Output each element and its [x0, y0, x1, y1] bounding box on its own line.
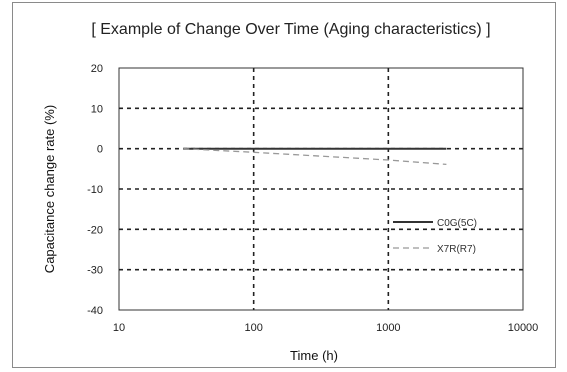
- x-tick-label: 10000: [508, 322, 539, 334]
- y-axis-label: Capacitance change rate (%): [42, 105, 57, 273]
- y-tick-label: -10: [87, 184, 103, 196]
- x-tick-label: 100: [244, 322, 262, 334]
- x-tick-label: 1000: [376, 322, 400, 334]
- y-tick-label: -30: [87, 265, 103, 277]
- x-axis-ticks: 10 100 1000 10000: [113, 322, 538, 334]
- legend-label: C0G(5C): [437, 218, 477, 229]
- y-tick-label: 10: [91, 103, 103, 115]
- legend-label: X7R(R7): [437, 244, 476, 255]
- chart-title: [ Example of Change Over Time (Aging cha…: [91, 21, 490, 38]
- y-axis-ticks: 20 10 0 -10 -20 -30 -40: [87, 63, 103, 317]
- series-lines: [183, 147, 447, 166]
- y-tick-label: 0: [97, 144, 103, 156]
- x-tick-label: 10: [113, 322, 125, 334]
- series-line-x7r-r7: [183, 148, 447, 166]
- y-tick-label: 20: [91, 63, 103, 75]
- legend: C0G(5C) X7R(R7): [393, 218, 477, 255]
- y-tick-label: -40: [87, 305, 103, 317]
- x-axis-label: Time (h): [290, 348, 338, 363]
- y-tick-label: -20: [87, 224, 103, 236]
